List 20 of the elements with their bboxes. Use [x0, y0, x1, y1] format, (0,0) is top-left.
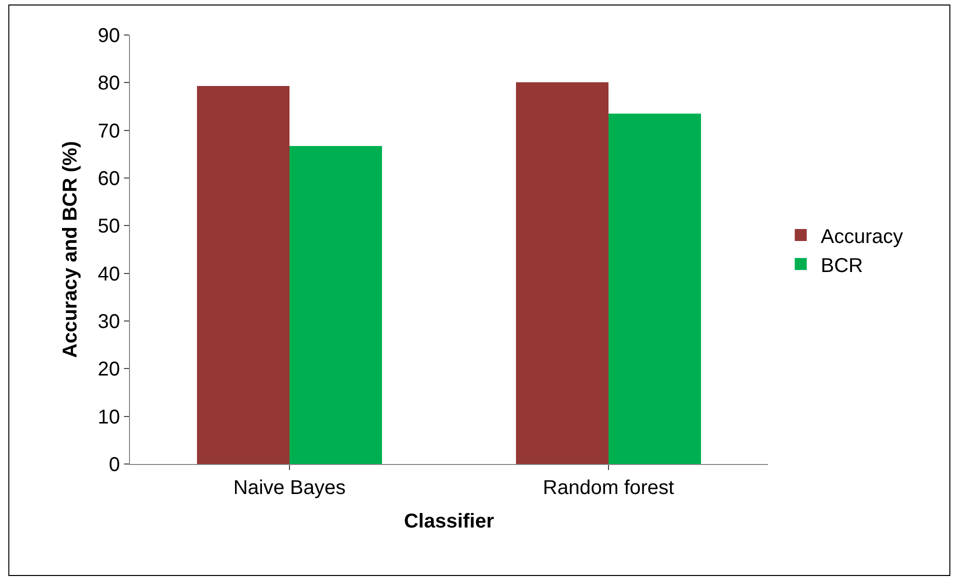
bar	[608, 114, 702, 464]
y-tick-label: 40	[98, 263, 120, 286]
x-tick-label: Naive Bayes	[233, 477, 346, 499]
y-tick-label: 0	[108, 454, 120, 476]
x-tick-label: Random forest	[542, 477, 675, 499]
y-axis-title: Accuracy and BCR (%)	[59, 141, 82, 358]
y-tick-label: 20	[98, 358, 120, 381]
y-tick-label: 70	[98, 120, 120, 142]
bar	[516, 82, 608, 464]
y-tick-label: 50	[98, 216, 120, 238]
legend-label: BCR	[820, 254, 863, 277]
bar	[196, 86, 290, 464]
y-tick-label: 30	[98, 311, 120, 333]
bar	[290, 146, 382, 464]
y-tick-label: 60	[98, 168, 120, 190]
x-axis-title: Classifier	[404, 510, 494, 532]
y-tick-label: 10	[98, 406, 120, 428]
y-tick-label: 90	[98, 25, 120, 47]
legend-label: Accuracy	[820, 226, 904, 248]
y-tick-label: 80	[98, 72, 120, 95]
